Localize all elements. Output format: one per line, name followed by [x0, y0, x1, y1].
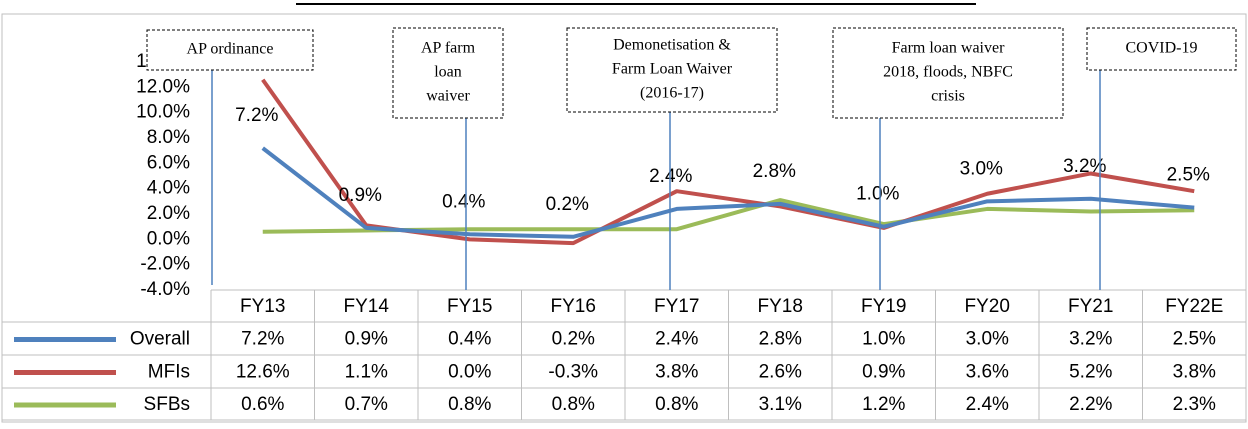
table-cell: 3.6% — [966, 362, 1009, 383]
table-cell: 3.8% — [1173, 362, 1216, 383]
table-cell: 3.2% — [1069, 329, 1112, 350]
table-cell: 2.4% — [966, 394, 1009, 415]
data-label: 1.0% — [856, 184, 899, 205]
table-cell: 1.0% — [862, 329, 905, 350]
y-tick-label: 10.0% — [136, 102, 190, 123]
data-label: 0.4% — [442, 191, 485, 212]
x-tick-label: FY18 — [758, 296, 803, 317]
data-label: 2.5% — [1167, 165, 1210, 186]
table-cell: 1.2% — [862, 394, 905, 415]
annotation-text: AP ordinance — [187, 41, 274, 58]
x-tick-label: FY21 — [1068, 296, 1113, 317]
table-cell: 0.6% — [241, 394, 284, 415]
table-cell: 2.2% — [1069, 394, 1112, 415]
annotation-text: Farm Loan Waiver — [612, 61, 733, 78]
annotation-text: waiver — [426, 88, 470, 105]
x-tick-label: FY19 — [861, 296, 906, 317]
table-cell: 7.2% — [241, 329, 284, 350]
y-tick-label: 4.0% — [147, 178, 190, 199]
legend-label: Overall — [130, 329, 190, 350]
y-tick-label: -4.0% — [140, 279, 190, 300]
series-line — [261, 146, 1195, 239]
annotation-box — [832, 27, 1064, 119]
y-tick-label: 8.0% — [147, 127, 190, 148]
x-tick-label: FY14 — [344, 296, 390, 317]
x-tick-label: FY13 — [240, 296, 285, 317]
annotation-box — [1086, 27, 1237, 71]
table-cell: 0.9% — [345, 329, 388, 350]
table-cell: 0.8% — [552, 394, 595, 415]
y-tick-label: 6.0% — [147, 152, 190, 173]
table-cell: 5.2% — [1069, 362, 1112, 383]
x-tick-label: FY17 — [654, 296, 699, 317]
table-cell: 2.8% — [759, 329, 802, 350]
annotation-text: Farm loan waiver — [892, 40, 1006, 57]
table-cell: 0.2% — [552, 329, 595, 350]
data-label: 3.2% — [1063, 156, 1106, 177]
table-cell: 0.8% — [655, 394, 698, 415]
annotation-text: crisis — [931, 88, 965, 105]
annotation-box — [566, 27, 778, 113]
table-cell: 2.3% — [1173, 394, 1216, 415]
table-cell: -0.3% — [548, 362, 598, 383]
y-tick-label: 12.0% — [136, 76, 190, 97]
data-label: 3.0% — [960, 158, 1003, 179]
table-cell: 0.4% — [448, 329, 491, 350]
annotation-text: Demonetisation & — [613, 37, 731, 54]
table-cell: 0.9% — [862, 362, 905, 383]
table-cell: 12.6% — [236, 362, 290, 383]
x-tick-label: FY22E — [1165, 296, 1223, 317]
table-cell: 3.0% — [966, 329, 1009, 350]
annotation-text: AP farm — [421, 40, 476, 57]
table-cell: 3.8% — [655, 362, 698, 383]
annotation-text: COVID-19 — [1126, 40, 1198, 57]
chart-border — [1, 13, 1247, 423]
annotation-text: (2016-17) — [640, 85, 704, 102]
x-tick-label: FY16 — [551, 296, 596, 317]
y-tick-label: 2.0% — [147, 203, 190, 224]
table-cell: 1.1% — [345, 362, 388, 383]
data-label: 0.2% — [546, 194, 589, 215]
table-cell: 0.7% — [345, 394, 388, 415]
table-cell: 0.0% — [448, 362, 491, 383]
x-tick-label: FY20 — [965, 296, 1010, 317]
data-label: 0.9% — [339, 185, 382, 206]
table-cell: 3.1% — [759, 394, 802, 415]
annotation-box — [146, 29, 314, 71]
data-label: 2.4% — [649, 166, 692, 187]
y-tick-label: -2.0% — [140, 254, 190, 275]
table-cell: 2.4% — [655, 329, 698, 350]
annotation-text: 2018, floods, NBFC — [883, 64, 1013, 81]
annotation-text: loan — [434, 64, 462, 81]
table-cell: 2.6% — [759, 362, 802, 383]
table-cell: 0.8% — [448, 394, 491, 415]
annotation-box — [392, 27, 504, 119]
legend-label: SFBs — [144, 394, 190, 415]
data-label: 7.2% — [235, 105, 278, 126]
x-tick-label: FY15 — [447, 296, 492, 317]
table-cell: 2.5% — [1173, 329, 1216, 350]
y-tick-label: 0.0% — [147, 228, 190, 249]
data-label: 2.8% — [753, 161, 796, 182]
legend-label: MFIs — [148, 362, 190, 383]
